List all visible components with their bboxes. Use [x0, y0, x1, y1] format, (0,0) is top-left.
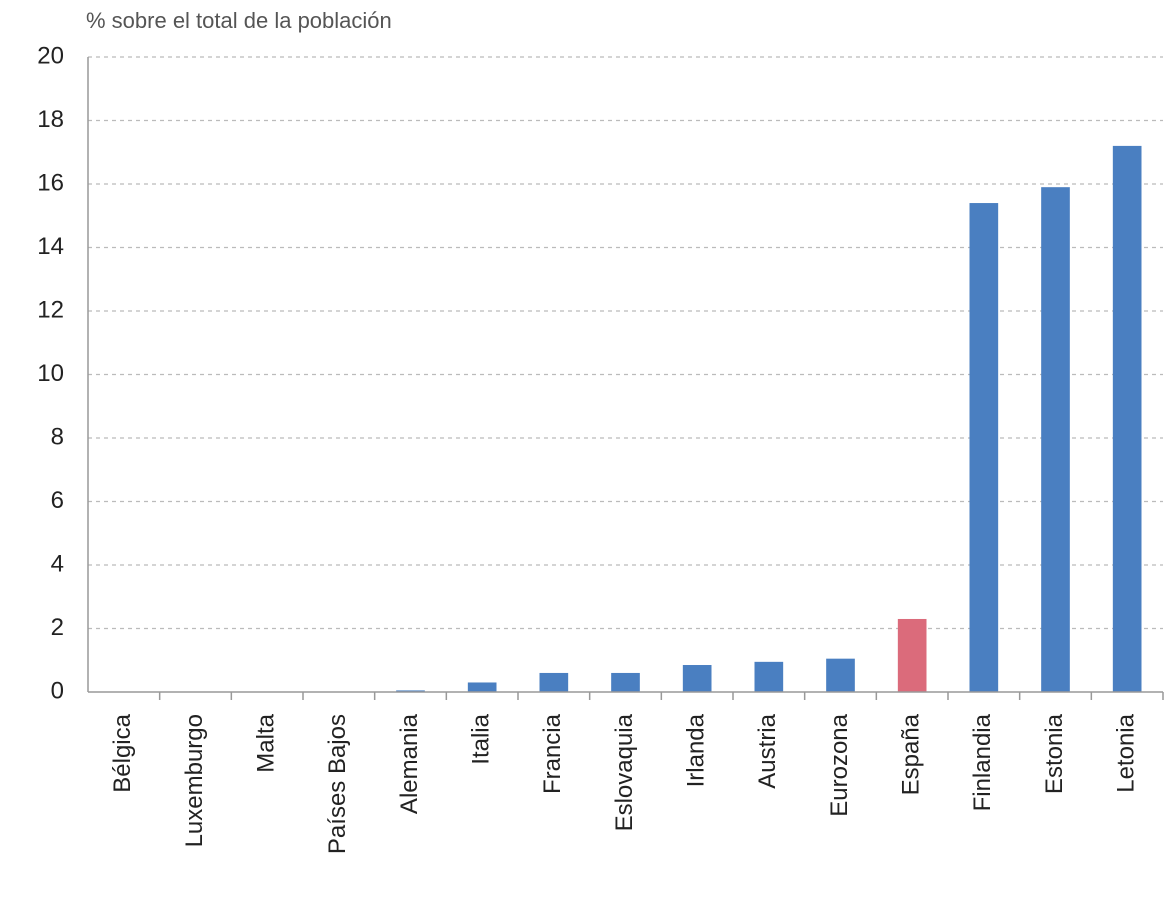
y-tick-label: 18: [37, 106, 64, 133]
x-tick-label: Estonia: [1041, 713, 1068, 794]
y-tick-label: 20: [37, 42, 64, 69]
y-tick-label: 4: [51, 550, 64, 577]
x-tick-label: Eurozona: [826, 713, 853, 816]
x-tick-label: España: [898, 713, 925, 795]
y-tick-label: 6: [51, 487, 64, 514]
y-tick-label: 14: [37, 233, 64, 260]
y-tick-label: 10: [37, 360, 64, 387]
y-tick-label: 2: [51, 614, 64, 641]
bar: [969, 203, 999, 693]
y-tick-label: 16: [37, 169, 64, 196]
x-tick-label: Italia: [468, 713, 495, 764]
x-tick-label: Austria: [754, 713, 781, 788]
bar: [1112, 145, 1142, 692]
bar: [467, 682, 497, 692]
bar: [539, 672, 569, 692]
bar: [1041, 187, 1070, 693]
y-tick-label: 8: [51, 423, 64, 450]
chart-title: % sobre el total de la población: [86, 8, 392, 33]
x-tick-label: Alemania: [396, 713, 423, 814]
x-tick-label: Países Bajos: [324, 714, 351, 854]
bar: [826, 658, 855, 692]
x-tick-label: Finlandia: [969, 713, 996, 811]
bar: [897, 618, 927, 692]
bar: [396, 690, 425, 692]
x-tick-label: Luxemburgo: [181, 714, 208, 847]
x-tick-label: Bélgica: [109, 713, 136, 792]
x-tick-label: Francia: [539, 713, 566, 794]
bar: [682, 665, 712, 692]
x-tick-label: Irlanda: [683, 713, 710, 787]
x-tick-label: Malta: [253, 713, 280, 772]
bar: [611, 672, 640, 692]
x-tick-label: Letonia: [1113, 713, 1140, 792]
x-tick-label: Eslovaquia: [611, 713, 638, 831]
y-tick-label: 12: [37, 296, 64, 323]
y-tick-label: 0: [51, 677, 64, 704]
bar: [754, 661, 784, 692]
